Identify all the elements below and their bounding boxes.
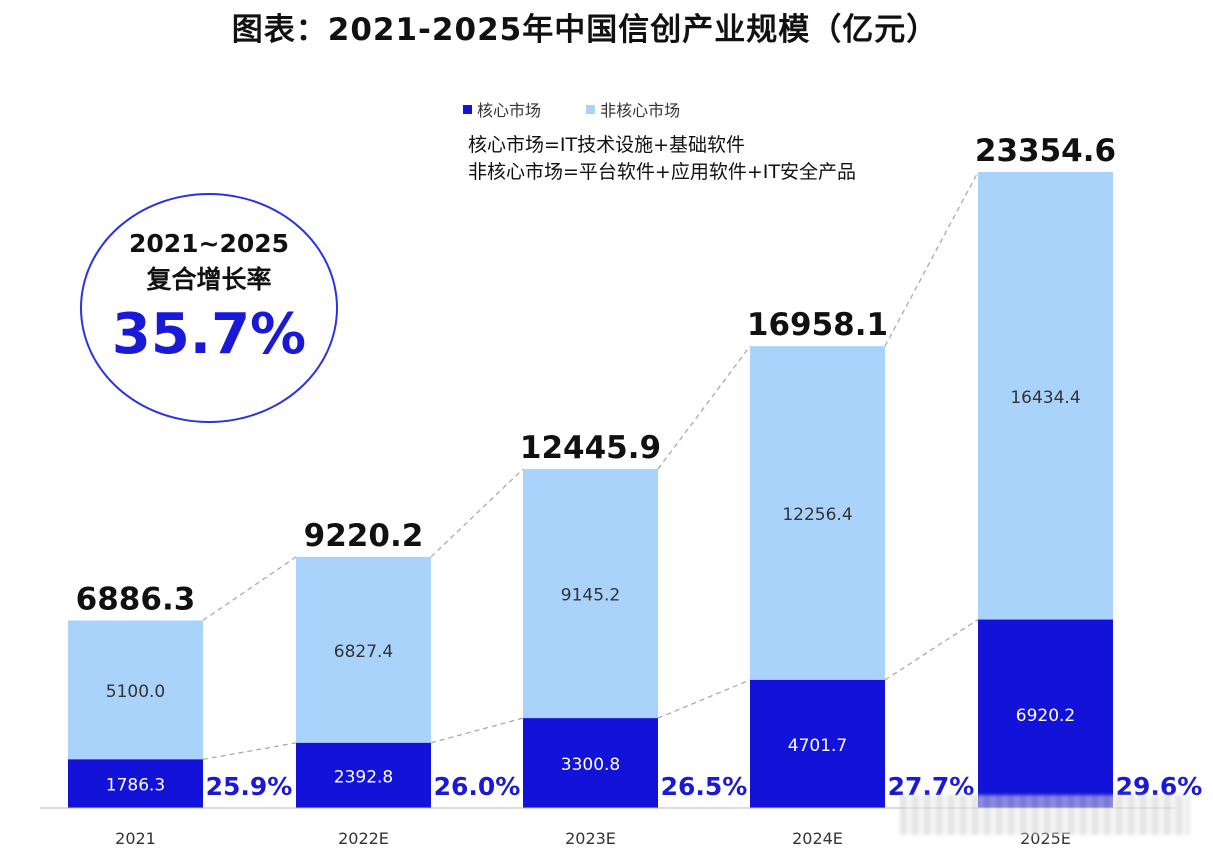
bar-noncore-2023E (523, 469, 658, 719)
connector-total-3 (884, 171, 979, 347)
connector-total-0 (202, 556, 297, 622)
label-noncore-2021: 5100.0 (106, 682, 165, 702)
label-total-2024E: 16958.1 (747, 307, 888, 343)
connector-total-1 (430, 468, 524, 558)
legend: 核心市场 非核心市场 (463, 97, 720, 121)
label-core-2024E: 4701.7 (788, 736, 847, 756)
label-noncore-2025E: 16434.4 (1010, 388, 1080, 408)
bar-noncore-2022E (296, 556, 431, 743)
bar-core-2023E (523, 718, 658, 808)
label-share-2023E: 26.5% (661, 772, 748, 801)
label-core-2021: 1786.3 (106, 776, 165, 796)
cagr-value: 35.7% (111, 302, 307, 367)
chart-title: 图表：2021-2025年中国信创产业规模（亿元） (231, 12, 939, 48)
legend-swatch-core (463, 104, 472, 114)
watermark (900, 795, 1190, 835)
label-core-2023E: 3300.8 (561, 755, 620, 775)
note-core-definition: 核心市场=IT技术设施+基础软件 (468, 134, 746, 156)
cagr-circle: 2021~2025 复合增长率 35.7% (80, 193, 338, 423)
label-total-2022E: 9220.2 (304, 518, 424, 554)
label-noncore-2022E: 6827.4 (334, 642, 393, 662)
note-noncore-definition: 非核心市场=平台软件+应用软件+IT安全产品 (468, 161, 856, 183)
label-share-2021: 25.9% (206, 772, 293, 801)
x-tick-2021: 2021 (115, 829, 156, 848)
legend-swatch-noncore (586, 104, 596, 114)
x-tick-2024E: 2024E (792, 829, 843, 848)
x-tick-2022E: 2022E (338, 829, 389, 848)
label-noncore-2023E: 9145.2 (561, 586, 620, 606)
bar-noncore-2021 (68, 620, 203, 760)
connector-core-1 (430, 717, 524, 744)
bar-core-2025E (978, 619, 1113, 808)
label-share-2022E: 26.0% (434, 772, 521, 801)
bar-core-2022E (296, 742, 431, 808)
x-tick-2023E: 2023E (565, 829, 616, 848)
connector-core-0 (202, 742, 297, 760)
label-total-2025E: 23354.6 (975, 133, 1116, 169)
legend-item-noncore: 非核心市场 (586, 97, 680, 121)
bar-noncore-2025E (978, 172, 1113, 620)
bar-core-2024E (750, 679, 885, 808)
connector-core-3 (884, 619, 979, 681)
label-core-2022E: 2392.8 (334, 767, 393, 787)
cagr-period: 2021~2025 (128, 229, 290, 258)
legend-item-core: 核心市场 (463, 97, 541, 121)
label-core-2025E: 6920.2 (1016, 706, 1075, 726)
legend-label-core: 核心市场 (477, 101, 542, 120)
label-total-2023E: 12445.9 (520, 430, 661, 466)
label-noncore-2024E: 12256.4 (782, 505, 852, 525)
bar-core-2021 (68, 759, 203, 808)
connector-total-2 (657, 345, 751, 470)
bar-noncore-2024E (750, 346, 885, 680)
legend-label-noncore: 非核心市场 (600, 101, 681, 120)
label-total-2021: 6886.3 (76, 581, 196, 617)
cagr-label: 复合增长率 (146, 265, 272, 294)
connector-core-2 (657, 679, 751, 719)
definition-notes: 核心市场=IT技术设施+基础软件 非核心市场=平台软件+应用软件+IT安全产品 (468, 132, 856, 186)
